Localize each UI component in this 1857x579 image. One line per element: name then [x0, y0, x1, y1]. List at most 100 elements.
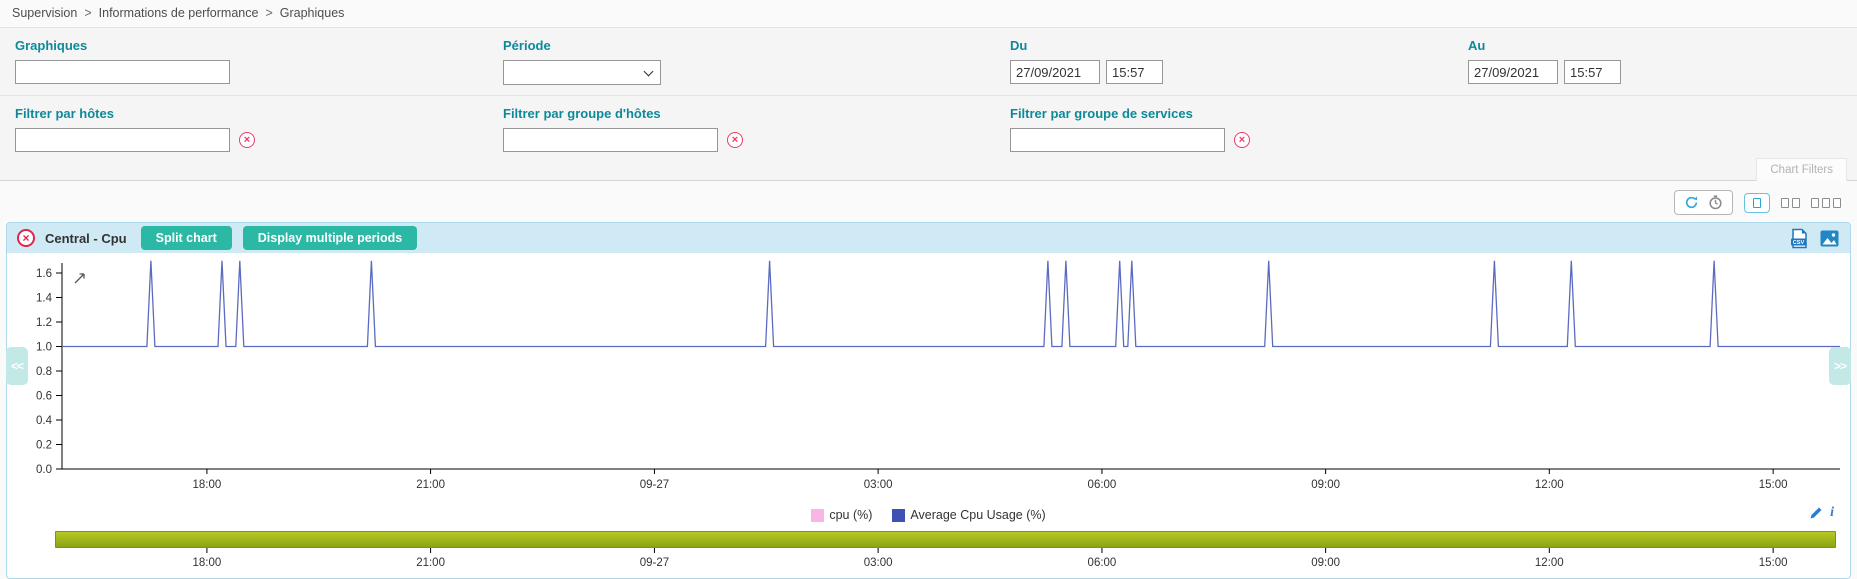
host-filter-label: Filtrer par hôtes	[15, 106, 114, 121]
y-tick-label: 0.4	[36, 415, 53, 427]
chart-toolbar	[0, 181, 1857, 222]
overview-tick-label: 12:00	[1535, 557, 1564, 569]
period-select[interactable]	[503, 60, 661, 85]
overview-tick-label: 15:00	[1759, 557, 1788, 569]
image-export-icon[interactable]	[1819, 228, 1840, 249]
filter-row-2: Filtrer par hôtes × Filtrer par groupe d…	[0, 95, 1857, 162]
from-time-input[interactable]	[1106, 60, 1163, 84]
close-chart-icon[interactable]: ×	[17, 229, 35, 247]
two-column-layout-button[interactable]	[1781, 197, 1800, 208]
breadcrumb-separator: >	[84, 6, 92, 20]
servicegroup-filter-input[interactable]	[1010, 128, 1225, 152]
one-column-layout-button[interactable]	[1744, 192, 1770, 213]
overview-tick-label: 03:00	[864, 557, 893, 569]
hostgroup-filter-label: Filtrer par groupe d'hôtes	[503, 106, 661, 121]
timer-icon[interactable]	[1708, 195, 1723, 210]
x-tick-label: 18:00	[193, 479, 222, 491]
overview-axis: 18:00 21:00 09-27 03:00 06:00 09:00 12:00 15:00	[193, 548, 1788, 569]
y-tick-label: 1.6	[36, 268, 52, 280]
chart-legend: cpu (%) Average Cpu Usage (%) i	[7, 502, 1850, 528]
hostgroup-filter-group: Filtrer par groupe d'hôtes ×	[503, 106, 1010, 152]
csv-export-icon[interactable]: CSV	[1789, 228, 1810, 249]
graphs-input[interactable]	[15, 60, 230, 84]
export-icons: CSV	[1789, 228, 1840, 249]
clear-hostgroup-filter-icon[interactable]: ×	[727, 132, 743, 148]
one-column-icon	[1753, 197, 1761, 208]
scroll-right-button[interactable]: >>	[1829, 347, 1851, 385]
y-tick-label: 0.0	[36, 464, 52, 476]
overview-timeline: 18:00 21:00 09-27 03:00 06:00 09:00 12:00 15:00	[7, 528, 1850, 578]
x-tick-label: 09-27	[640, 479, 669, 491]
legend-swatch	[892, 508, 906, 522]
legend-items: cpu (%) Average Cpu Usage (%)	[811, 508, 1046, 522]
overview-range-bar[interactable]	[55, 531, 1836, 548]
breadcrumb-item-graphiques[interactable]: Graphiques	[279, 6, 345, 20]
overview-tick-label: 09-27	[640, 557, 669, 569]
y-tick-label: 0.6	[36, 391, 52, 403]
period-label: Période	[503, 38, 551, 53]
y-tick-label: 1.0	[36, 342, 52, 354]
three-column-layout-button[interactable]	[1811, 197, 1841, 208]
chevron-down-icon	[643, 66, 654, 77]
cpu-line-chart[interactable]: 0.0 0.2 0.4 0.6 0.8 1.0 1.2 1.4 1.6 18:00 21:00 09-…	[7, 259, 1850, 497]
split-chart-button[interactable]: Split chart	[140, 226, 232, 250]
graphs-field-group: Graphiques	[15, 38, 503, 85]
svg-text:CSV: CSV	[1793, 240, 1805, 246]
from-label: Du	[1010, 38, 1028, 53]
x-tick-label: 21:00	[416, 479, 445, 491]
x-tick-label: 15:00	[1759, 479, 1788, 491]
overview-tick-label: 06:00	[1088, 557, 1117, 569]
chart-header: × Central - Cpu Split chart Display mult…	[7, 223, 1850, 253]
overview-tick-label: 09:00	[1311, 557, 1340, 569]
plot-area: 0.0 0.2 0.4 0.6 0.8 1.0 1.2 1.4 1.6 18:00 21:00 09-…	[6, 253, 1851, 502]
from-field-group: Du	[1010, 38, 1468, 85]
x-tick-label: 03:00	[864, 479, 893, 491]
scroll-left-button[interactable]: <<	[6, 347, 28, 385]
display-multiple-periods-button[interactable]: Display multiple periods	[242, 226, 418, 250]
legend-label: cpu (%)	[829, 508, 873, 522]
x-tick-label: 12:00	[1535, 479, 1564, 491]
overview-tick-label: 21:00	[416, 557, 445, 569]
from-date-input[interactable]	[1010, 60, 1100, 84]
clear-servicegroup-filter-icon[interactable]: ×	[1234, 132, 1250, 148]
host-filter-input[interactable]	[15, 128, 230, 152]
servicegroup-filter-group: Filtrer par groupe de services ×	[1010, 106, 1468, 152]
y-tick-label: 1.4	[36, 293, 53, 305]
graphs-label: Graphiques	[15, 38, 88, 53]
legend-item[interactable]: cpu (%)	[811, 508, 872, 522]
to-label: Au	[1468, 38, 1486, 53]
chart-card: × Central - Cpu Split chart Display mult…	[6, 222, 1851, 579]
breadcrumb-item-performance[interactable]: Informations de performance	[98, 6, 259, 20]
to-field-group: Au	[1468, 38, 1857, 85]
y-tick-label: 0.8	[36, 366, 52, 378]
to-date-input[interactable]	[1468, 60, 1558, 84]
legend-label: Average Cpu Usage (%)	[910, 508, 1046, 522]
clear-host-filter-icon[interactable]: ×	[239, 132, 255, 148]
overview-tick-label: 18:00	[193, 557, 222, 569]
hostgroup-filter-input[interactable]	[503, 128, 718, 152]
average-cpu-usage-line	[63, 260, 1840, 348]
refresh-icon[interactable]	[1684, 195, 1699, 210]
legend-item[interactable]: Average Cpu Usage (%)	[892, 508, 1046, 522]
breadcrumb-item-supervision[interactable]: Supervision	[12, 6, 78, 20]
to-time-input[interactable]	[1564, 60, 1621, 84]
breadcrumb: Supervision > Informations de performance >…	[0, 0, 1857, 27]
legend-tools: i	[1809, 505, 1834, 521]
breadcrumb-separator: >	[265, 6, 273, 20]
servicegroup-filter-label: Filtrer par groupe de services	[1010, 106, 1193, 121]
info-icon[interactable]: i	[1830, 505, 1834, 520]
legend-swatch	[811, 508, 825, 522]
chart-filters-tag: Chart Filters	[1756, 158, 1847, 181]
pencil-icon[interactable]	[1809, 506, 1823, 520]
y-tick-label: 0.2	[36, 440, 52, 452]
zoom-hint-icon	[74, 273, 85, 284]
x-tick-label: 09:00	[1311, 479, 1340, 491]
host-filter-group: Filtrer par hôtes ×	[15, 106, 503, 152]
refresh-controls-group	[1674, 190, 1733, 215]
chart-filters-panel: Graphiques Période Du Au Fi	[0, 27, 1857, 181]
period-field-group: Période	[503, 38, 1010, 85]
y-tick-label: 1.2	[36, 317, 52, 329]
x-tick-label: 06:00	[1088, 479, 1117, 491]
filter-row-1: Graphiques Période Du Au	[0, 34, 1857, 95]
chart-title: Central - Cpu	[45, 230, 127, 246]
